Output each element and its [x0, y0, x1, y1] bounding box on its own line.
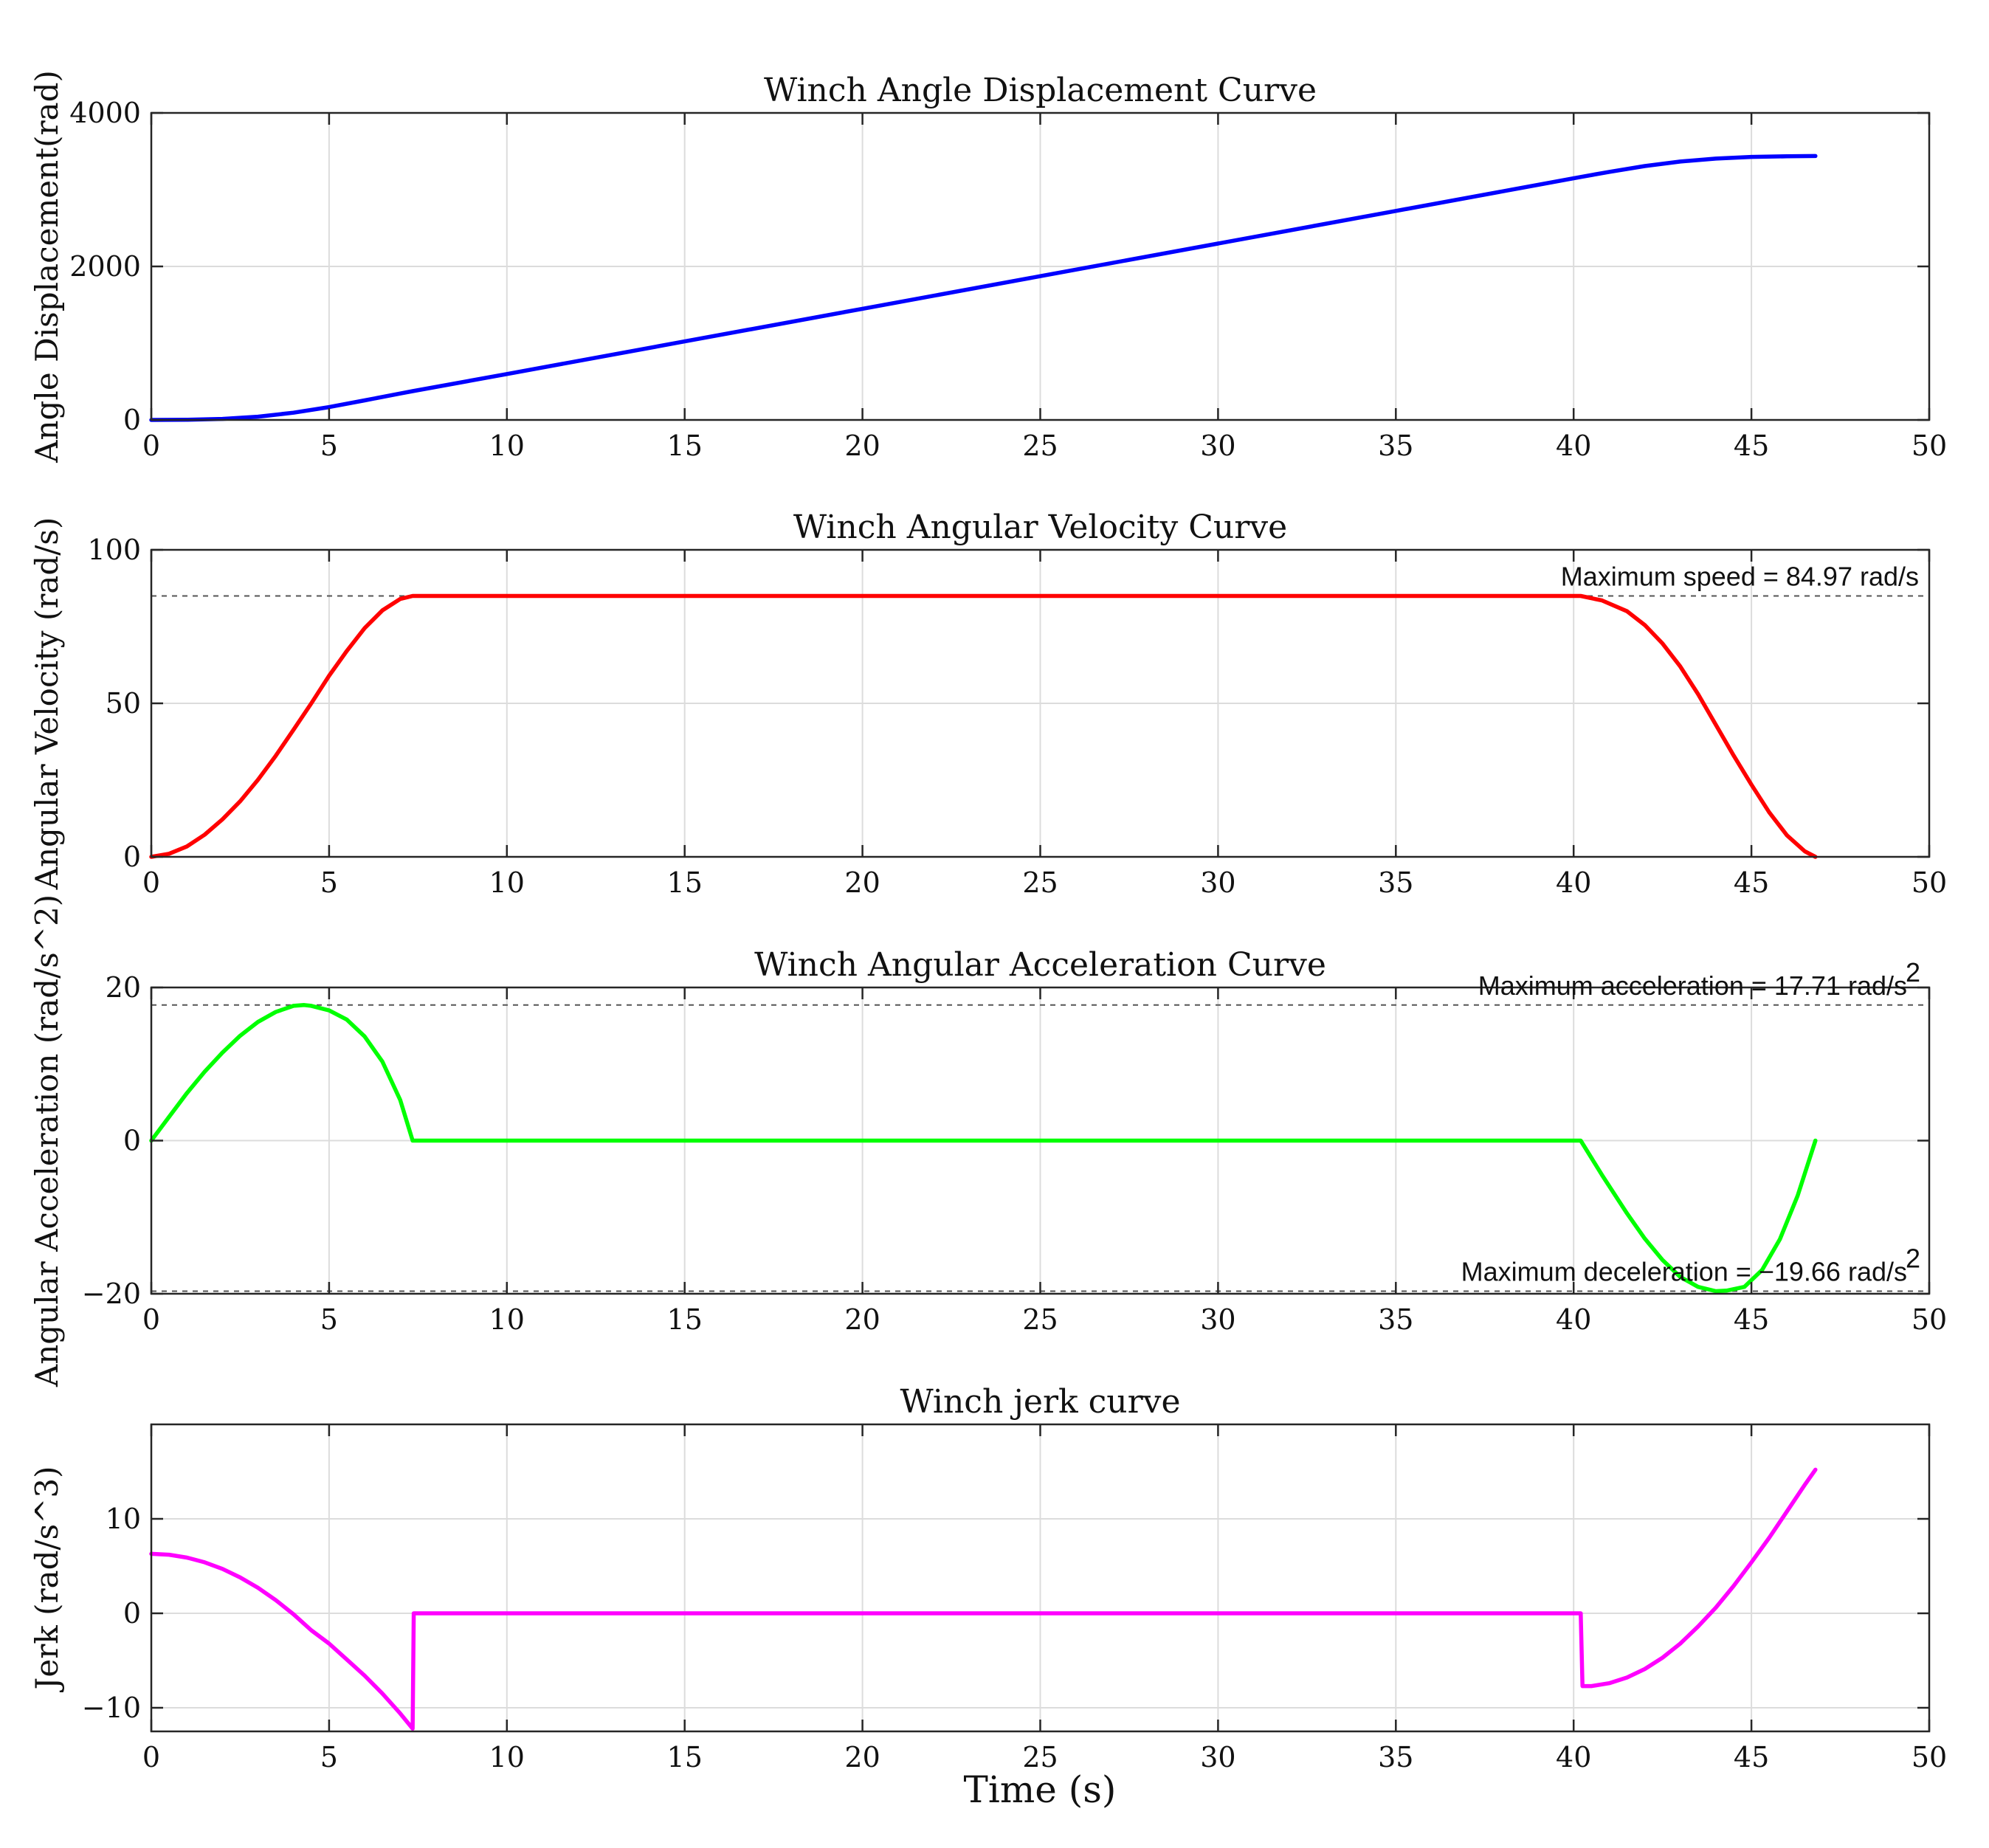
acceleration-annotation: Maximum deceleration = −19.66 rad/s — [1461, 1256, 1907, 1286]
jerk-x-tick-label: 35 — [1378, 1741, 1413, 1773]
acceleration-x-tick-label: 5 — [320, 1303, 338, 1336]
velocity-x-tick-label: 50 — [1912, 866, 1947, 899]
displacement-panel: 0 5 10 15 20 25 30 35 40 45 50 0 2000 4000 Winch Angle… — [29, 70, 1947, 463]
displacement-x-tick-label: 30 — [1200, 430, 1235, 462]
acceleration-x-tick-label: 20 — [844, 1303, 880, 1336]
displacement-x-tick-label: 0 — [142, 430, 160, 462]
velocity-x-tick-label: 20 — [844, 866, 880, 899]
displacement-y-axis-label: Angle Displacement(rad) — [29, 70, 65, 463]
acceleration-series-line — [149, 1003, 1818, 1294]
velocity-y-tick-label: 100 — [87, 534, 141, 566]
displacement-x-tick-label: 25 — [1022, 430, 1058, 462]
acceleration-x-tick-label: 30 — [1200, 1303, 1235, 1336]
acceleration-x-tick-label: 40 — [1556, 1303, 1591, 1336]
velocity-y-tick-label: 0 — [123, 841, 141, 873]
acceleration-x-tick-label: 50 — [1912, 1303, 1947, 1336]
acceleration-annotation-superscript: 2 — [1906, 1243, 1920, 1273]
x-axis-label: Time (s) — [964, 1768, 1117, 1811]
displacement-chart-title: Winch Angle Displacement Curve — [764, 72, 1317, 109]
velocity-series-line — [149, 593, 1818, 859]
acceleration-y-tick-label: 0 — [123, 1125, 141, 1157]
velocity-x-tick-label: 0 — [142, 866, 160, 899]
jerk-chart-title: Winch jerk curve — [900, 1383, 1180, 1421]
jerk-y-tick-label: 0 — [123, 1597, 141, 1630]
displacement-x-tick-label: 45 — [1734, 430, 1769, 462]
acceleration-x-tick-label: 0 — [142, 1303, 160, 1336]
velocity-x-tick-label: 5 — [320, 866, 338, 899]
jerk-x-tick-label: 5 — [320, 1741, 338, 1773]
jerk-x-tick-label: 50 — [1912, 1741, 1947, 1773]
jerk-y-tick-label: 10 — [106, 1503, 141, 1535]
acceleration-x-tick-label: 45 — [1734, 1303, 1769, 1336]
displacement-y-tick-label: 4000 — [69, 97, 141, 129]
displacement-x-tick-label: 20 — [844, 430, 880, 462]
displacement-x-tick-label: 40 — [1556, 430, 1591, 462]
displacement-x-tick-label: 10 — [489, 430, 525, 462]
acceleration-chart-title: Winch Angular Acceleration Curve — [754, 946, 1326, 984]
velocity-chart-title: Winch Angular Velocity Curve — [793, 508, 1287, 546]
velocity-x-tick-label: 40 — [1556, 866, 1591, 899]
displacement-series-line — [149, 154, 1818, 422]
displacement-y-tick-label: 2000 — [69, 250, 141, 283]
jerk-x-tick-label: 15 — [667, 1741, 703, 1773]
acceleration-y-tick-label: −20 — [82, 1278, 141, 1310]
velocity-x-tick-label: 45 — [1734, 866, 1769, 899]
velocity-y-tick-label: 50 — [106, 687, 141, 720]
acceleration-y-axis-label: Angular Acceleration (rad/s^2) — [29, 894, 65, 1387]
jerk-y-axis-label: Jerk (rad/s^3) — [29, 1466, 65, 1693]
acceleration-x-tick-label: 25 — [1022, 1303, 1058, 1336]
jerk-x-tick-label: 20 — [844, 1741, 880, 1773]
jerk-x-tick-label: 45 — [1734, 1741, 1769, 1773]
acceleration-x-tick-label: 15 — [667, 1303, 703, 1336]
jerk-series-line — [149, 1467, 1818, 1731]
velocity-annotation: Maximum speed = 84.97 rad/s — [1561, 562, 1919, 592]
acceleration-y-tick-label: 20 — [106, 971, 141, 1004]
jerk-x-tick-label: 40 — [1556, 1741, 1591, 1773]
velocity-x-tick-label: 15 — [667, 866, 703, 899]
jerk-x-tick-label: 25 — [1022, 1741, 1058, 1773]
jerk-y-tick-label: −10 — [82, 1692, 141, 1724]
displacement-y-tick-label: 0 — [123, 404, 141, 436]
acceleration-annotation-superscript: 2 — [1906, 957, 1920, 987]
velocity-y-axis-label: Angular Velocity (rad/s) — [29, 517, 65, 891]
acceleration-x-tick-label: 35 — [1378, 1303, 1413, 1336]
jerk-x-tick-label: 30 — [1200, 1741, 1235, 1773]
jerk-x-tick-label: 10 — [489, 1741, 525, 1773]
acceleration-annotation: Maximum acceleration = 17.71 rad/s — [1478, 970, 1907, 1001]
displacement-x-tick-label: 15 — [667, 430, 703, 462]
velocity-x-tick-label: 35 — [1378, 866, 1413, 899]
acceleration-x-tick-label: 10 — [489, 1303, 525, 1336]
jerk-x-tick-label: 0 — [142, 1741, 160, 1773]
velocity-x-tick-label: 25 — [1022, 866, 1058, 899]
velocity-x-tick-label: 30 — [1200, 866, 1235, 899]
velocity-panel: 0 5 10 15 20 25 30 35 40 45 50 0 50 100 Maximum speed … — [29, 508, 1947, 899]
displacement-x-tick-label: 50 — [1912, 430, 1947, 462]
displacement-x-tick-label: 5 — [320, 430, 338, 462]
displacement-x-tick-label: 35 — [1378, 430, 1413, 462]
velocity-x-tick-label: 10 — [489, 866, 525, 899]
